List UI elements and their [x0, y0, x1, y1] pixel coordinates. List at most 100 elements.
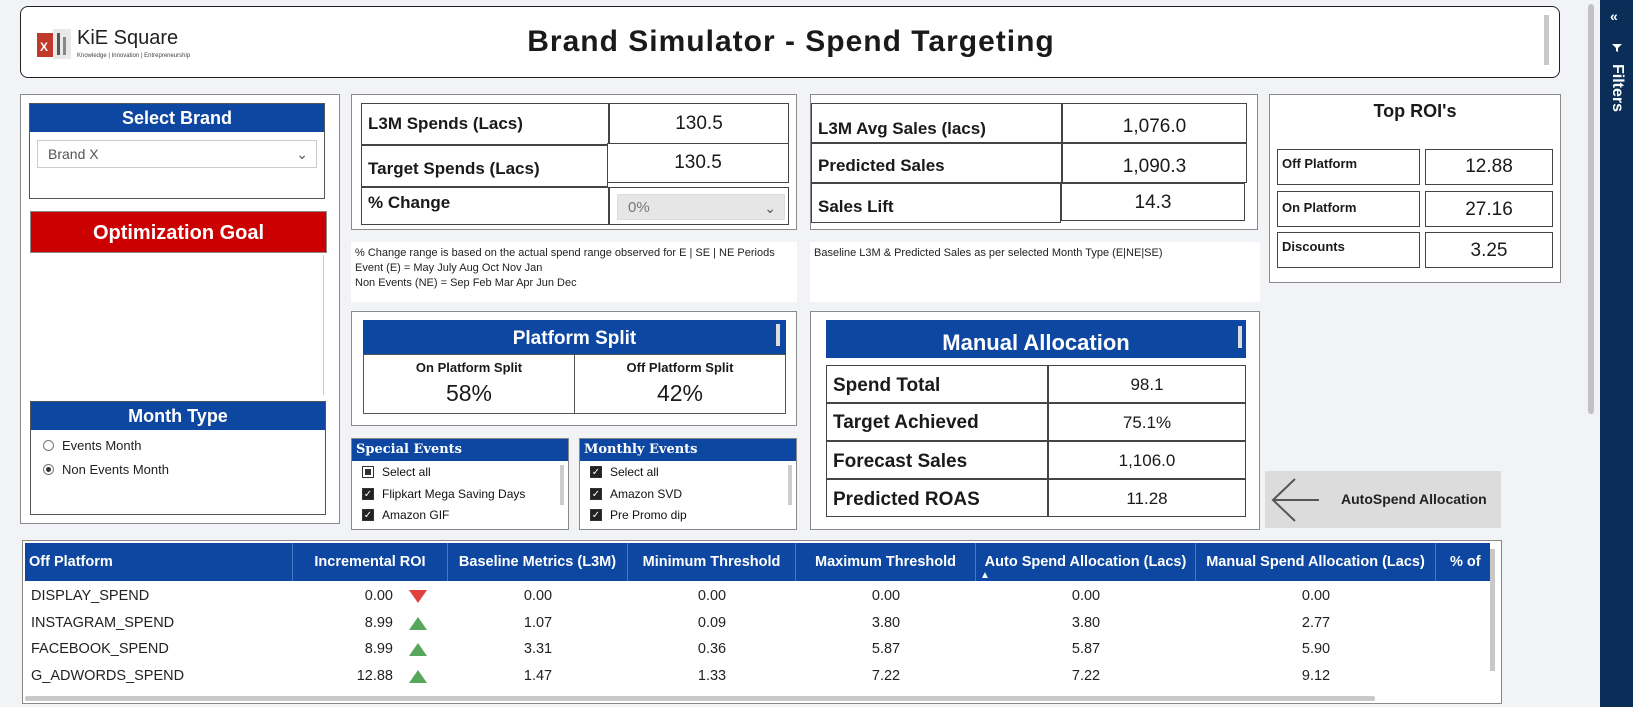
pct-change-label-cell: % Change	[361, 187, 609, 225]
forecast-sales-value: 1,106.0	[1118, 451, 1176, 470]
roi-value-off-platform: 12.88	[1425, 149, 1553, 185]
table-cell-max: 7.22	[871, 667, 901, 684]
l3m-spends-value-cell: 130.5	[609, 103, 789, 145]
baseline-note: Baseline L3M & Predicted Sales as per se…	[810, 242, 1260, 302]
radio-events-month[interactable]: Events Month	[43, 438, 142, 453]
off-platform-table: Off Platform Incremental ROI Baseline Me…	[22, 540, 1502, 704]
special-events-title: Special Events	[352, 439, 568, 461]
scroll-handle[interactable]	[1238, 326, 1242, 348]
table-row[interactable]: G_ADWORDS_SPEND 12.88 1.47 1.33 7.22 7.22 9.12	[25, 663, 1490, 689]
logo-tagline: Knowledge | Innovation | Entrepreneurshi…	[77, 53, 191, 59]
table-vertical-scrollbar[interactable]	[1490, 549, 1495, 671]
checkbox-label: Flipkart Mega Saving Days	[382, 487, 526, 501]
checkbox-label: Amazon GIF	[382, 508, 450, 522]
autospend-label: AutoSpend Allocation	[1341, 491, 1487, 507]
month-type-title: Month Type	[31, 402, 325, 430]
roi-value-discounts: 3.25	[1425, 232, 1553, 268]
roi-value: 27.16	[1465, 199, 1513, 220]
checkbox-label: Pre Promo dip	[610, 508, 687, 522]
table-cell-min: 0.09	[697, 614, 727, 631]
table-row[interactable]: DISPLAY_SPEND 0.00 0.00 0.00 0.00 0.00 0.00	[25, 583, 1490, 609]
checkbox-checked-icon: ✓	[362, 509, 374, 521]
target-achieved-value: 75.1%	[1122, 413, 1172, 432]
predicted-roas-value: 11.28	[1126, 489, 1168, 508]
roi-value: 3.25	[1470, 240, 1508, 261]
col-header-off-platform[interactable]: Off Platform	[25, 543, 293, 581]
col-header-manual-spend[interactable]: Manual Spend Allocation (Lacs)	[1196, 543, 1436, 581]
forecast-sales-label-cell: Forecast Sales	[826, 441, 1048, 479]
pct-change-note: % Change range is based on the actual sp…	[351, 242, 797, 302]
table-cell-name: DISPLAY_SPEND	[31, 588, 150, 604]
page-scrollbar-thumb[interactable]	[1588, 4, 1594, 414]
table-cell-max: 3.80	[871, 614, 901, 631]
col-header-maximum-threshold[interactable]: Maximum Threshold	[796, 543, 976, 581]
slicer-scrollbar[interactable]	[788, 465, 792, 505]
pct-change-cell: 0% ⌄	[609, 187, 789, 225]
table-cell-auto: 3.80	[1071, 614, 1101, 631]
roi-label-off-platform: Off Platform	[1277, 149, 1420, 185]
col-header-auto-spend[interactable]: Auto Spend Allocation (Lacs) ▲	[976, 543, 1196, 581]
off-platform-split-label: Off Platform Split	[626, 360, 734, 375]
slicer-scrollbar[interactable]	[560, 465, 564, 505]
table-cell-name: INSTAGRAM_SPEND	[31, 614, 175, 631]
brand-selector: Select Brand Brand X ⌄	[29, 103, 325, 199]
table-cell-roi: 12.88	[356, 667, 393, 684]
target-spends-input[interactable]: 130.5	[607, 143, 789, 183]
table-header: Off Platform Incremental ROI Baseline Me…	[25, 543, 1490, 581]
table-cell-manual: 5.90	[1301, 641, 1331, 657]
col-header-pct-of[interactable]: % of	[1450, 554, 1481, 570]
predicted-roas-value-cell: 11.28	[1048, 479, 1246, 517]
target-spends-value: 130.5	[674, 152, 722, 173]
kie-logo-icon: X	[37, 29, 71, 59]
l3m-spends-label-cell: L3M Spends (Lacs)	[361, 103, 609, 145]
left-filter-panel: Select Brand Brand X ⌄ Optimization Goal…	[20, 94, 340, 524]
col-header-minimum-threshold[interactable]: Minimum Threshold	[628, 543, 796, 581]
autospend-allocation-button[interactable]: AutoSpend Allocation	[1265, 471, 1501, 528]
logo-text: KiE Square	[77, 27, 179, 49]
checkbox-label: Select all	[382, 465, 431, 479]
manual-allocation-panel: Manual Allocation Spend Total 98.1 Targe…	[810, 311, 1260, 530]
spend-total-label-cell: Spend Total	[826, 365, 1048, 403]
sales-kpi-panel: L3M Avg Sales (lacs) 1,076.0 Predicted S…	[810, 94, 1258, 230]
table-cell-min: 0.00	[697, 588, 727, 604]
special-events-item[interactable]: ✓ Amazon GIF	[362, 508, 449, 522]
predicted-roas-label: Predicted ROAS	[833, 489, 980, 510]
predicted-sales-value: 1,090.3	[1122, 156, 1187, 177]
checkbox-partial-icon	[362, 466, 374, 478]
table-row[interactable]: FACEBOOK_SPEND 8.99 3.31 0.36 5.87 5.87 5.90	[25, 636, 1490, 662]
page-scrollbar[interactable]	[1586, 0, 1596, 707]
radio-non-events-month[interactable]: Non Events Month	[43, 462, 169, 477]
predicted-sales-label: Predicted Sales	[818, 156, 945, 175]
table-row[interactable]: INSTAGRAM_SPEND 8.99 1.07 0.09 3.80 3.80 2.77	[25, 610, 1490, 636]
roi-value-on-platform: 27.16	[1425, 191, 1553, 227]
special-events-select-all[interactable]: Select all	[362, 465, 431, 479]
pct-change-dropdown[interactable]: 0% ⌄	[617, 194, 785, 220]
l3m-avg-sales-value: 1,076.0	[1122, 116, 1187, 137]
col-header-incremental-roi[interactable]: Incremental ROI	[293, 543, 448, 581]
collapse-chevron-icon[interactable]: «	[1610, 8, 1618, 24]
filters-label: Filters	[1609, 64, 1626, 113]
table-horizontal-scrollbar[interactable]	[25, 696, 1375, 701]
table-cell-auto: 0.00	[1071, 588, 1101, 604]
radio-selected-icon	[43, 464, 54, 475]
arrow-left-icon	[1271, 478, 1319, 522]
table-cell-roi: 0.00	[364, 588, 393, 604]
table-cell-roi: 8.99	[364, 641, 393, 657]
col-header-baseline-metrics[interactable]: Baseline Metrics (L3M)	[448, 543, 628, 581]
scroll-handle[interactable]	[776, 324, 780, 346]
platform-split-panel: Platform Split On Platform Split 58% Off…	[351, 311, 797, 426]
monthly-events-item[interactable]: ✓ Amazon SVD	[590, 487, 682, 501]
special-events-item[interactable]: ✓ Flipkart Mega Saving Days	[362, 487, 525, 501]
checkbox-label: Select all	[610, 465, 659, 479]
note-line: Non Events (NE) = Sep Feb Mar Apr Jun De…	[355, 277, 577, 289]
filters-pane[interactable]: « Filters	[1600, 0, 1633, 707]
header-scrollbar[interactable]	[1544, 15, 1549, 65]
monthly-events-item[interactable]: ✓ Pre Promo dip	[590, 508, 687, 522]
radio-label: Events Month	[62, 438, 142, 453]
monthly-events-select-all[interactable]: ✓ Select all	[590, 465, 659, 479]
on-platform-split-value: 58%	[445, 380, 493, 406]
brand-dropdown[interactable]: Brand X ⌄	[37, 140, 317, 168]
target-achieved-value-cell: 75.1%	[1048, 403, 1246, 441]
note-line: Baseline L3M & Predicted Sales as per se…	[814, 247, 1163, 259]
roi-value: 12.88	[1465, 156, 1513, 177]
